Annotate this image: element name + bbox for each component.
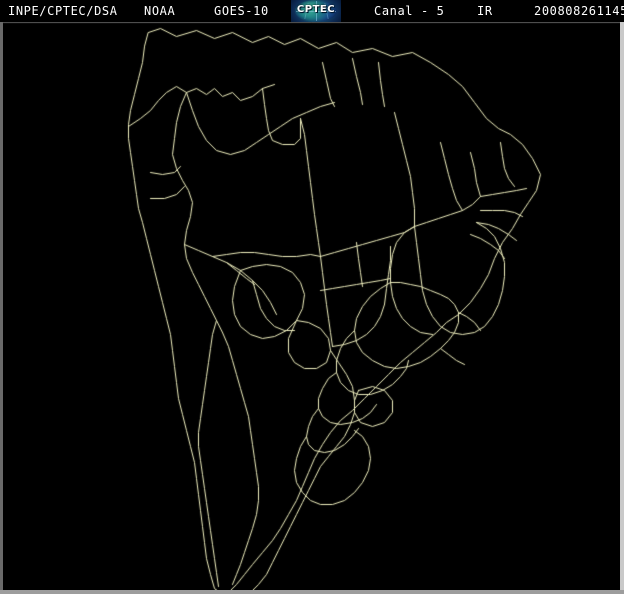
globe-equator-line: [296, 11, 336, 12]
image-left-edge: [0, 22, 3, 594]
satellite-image-area: [0, 22, 624, 594]
satellite-operator-label: NOAA: [144, 4, 176, 18]
channel-label: Canal - 5: [374, 4, 445, 18]
cptec-logo-icon: CPTEC: [291, 0, 341, 22]
image-right-edge: [620, 22, 624, 594]
image-header-bar: INPE/CPTEC/DSA NOAA GOES-10 CPTEC Canal …: [0, 0, 624, 22]
agency-label: INPE/CPTEC/DSA: [8, 4, 118, 18]
infrared-satellite-canvas: [0, 22, 624, 594]
satellite-name-label: GOES-10: [214, 4, 269, 18]
timestamp-label: 200808261145: [534, 4, 624, 18]
band-label: IR: [477, 4, 493, 18]
cptec-logo-text: CPTEC: [296, 4, 336, 15]
image-bottom-edge: [0, 590, 624, 594]
